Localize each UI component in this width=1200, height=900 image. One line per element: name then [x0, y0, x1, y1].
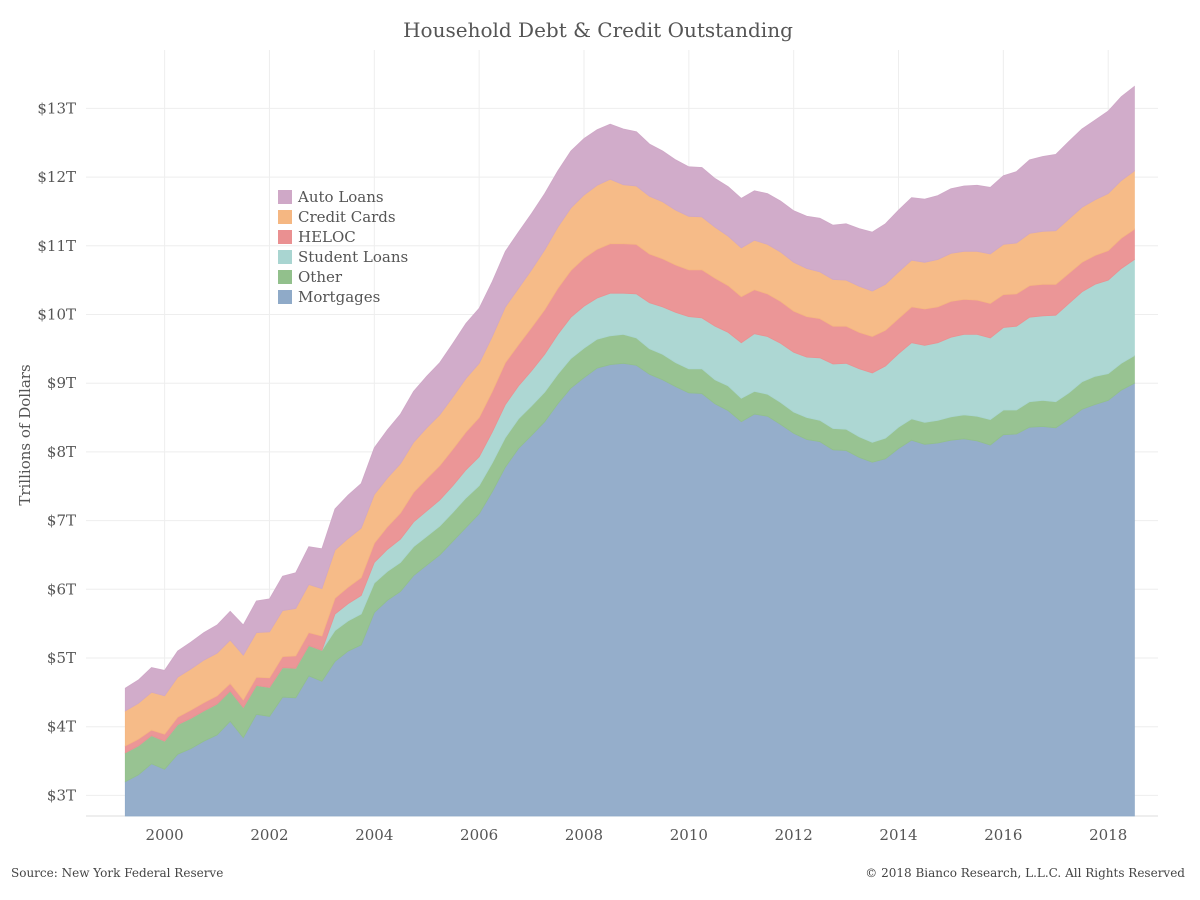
x-tick-label: 2018 — [1089, 826, 1127, 844]
y-tick-label: $9T — [47, 374, 76, 392]
x-tick-label: 2010 — [670, 826, 708, 844]
legend-label: HELOC — [298, 228, 356, 246]
y-tick-label: $10T — [37, 305, 76, 323]
legend-swatch — [278, 270, 292, 284]
legend-swatch — [278, 290, 292, 304]
x-tick-label: 2016 — [984, 826, 1022, 844]
area-series — [124, 85, 1135, 817]
chart-title: Household Debt & Credit Outstanding — [403, 18, 793, 42]
y-tick-label: $12T — [37, 168, 76, 186]
y-axis-ticks: $3T $4T $5T $6T $7T $8T $9T $10T $11T $12T $13T — [37, 99, 76, 804]
x-tick-label: 2012 — [775, 826, 813, 844]
y-tick-label: $7T — [47, 512, 76, 530]
y-axis-label: Trillions of Dollars — [16, 364, 34, 505]
y-tick-label: $8T — [47, 443, 76, 461]
legend-label: Auto Loans — [297, 188, 384, 206]
x-axis-ticks: 2000 2002 2004 2006 2008 2010 2012 2014 2016 2018 — [146, 826, 1128, 844]
x-tick-label: 2000 — [146, 826, 184, 844]
y-tick-label: $3T — [47, 786, 76, 804]
legend-swatch — [278, 230, 292, 244]
y-tick-label: $5T — [47, 649, 76, 667]
legend-label: Mortgages — [298, 288, 380, 306]
legend-label: Other — [298, 268, 343, 286]
y-tick-label: $4T — [47, 718, 76, 736]
x-tick-label: 2014 — [879, 826, 917, 844]
copyright-note: © 2018 Bianco Research, L.L.C. All Right… — [865, 866, 1185, 880]
legend-swatch — [278, 190, 292, 204]
legend: Auto Loans Credit Cards HELOC Student Loans… — [278, 188, 408, 306]
y-tick-label: $6T — [47, 580, 76, 598]
area-auto-loans — [124, 85, 1135, 712]
legend-swatch — [278, 250, 292, 264]
y-tick-label: $11T — [37, 237, 76, 255]
legend-swatch — [278, 210, 292, 224]
source-note: Source: New York Federal Reserve — [11, 866, 223, 880]
y-tick-label: $13T — [37, 99, 76, 117]
x-tick-label: 2002 — [250, 826, 288, 844]
x-tick-label: 2004 — [355, 826, 393, 844]
legend-label: Credit Cards — [298, 208, 396, 226]
legend-label: Student Loans — [298, 248, 408, 266]
x-tick-label: 2008 — [565, 826, 603, 844]
x-tick-label: 2006 — [460, 826, 498, 844]
